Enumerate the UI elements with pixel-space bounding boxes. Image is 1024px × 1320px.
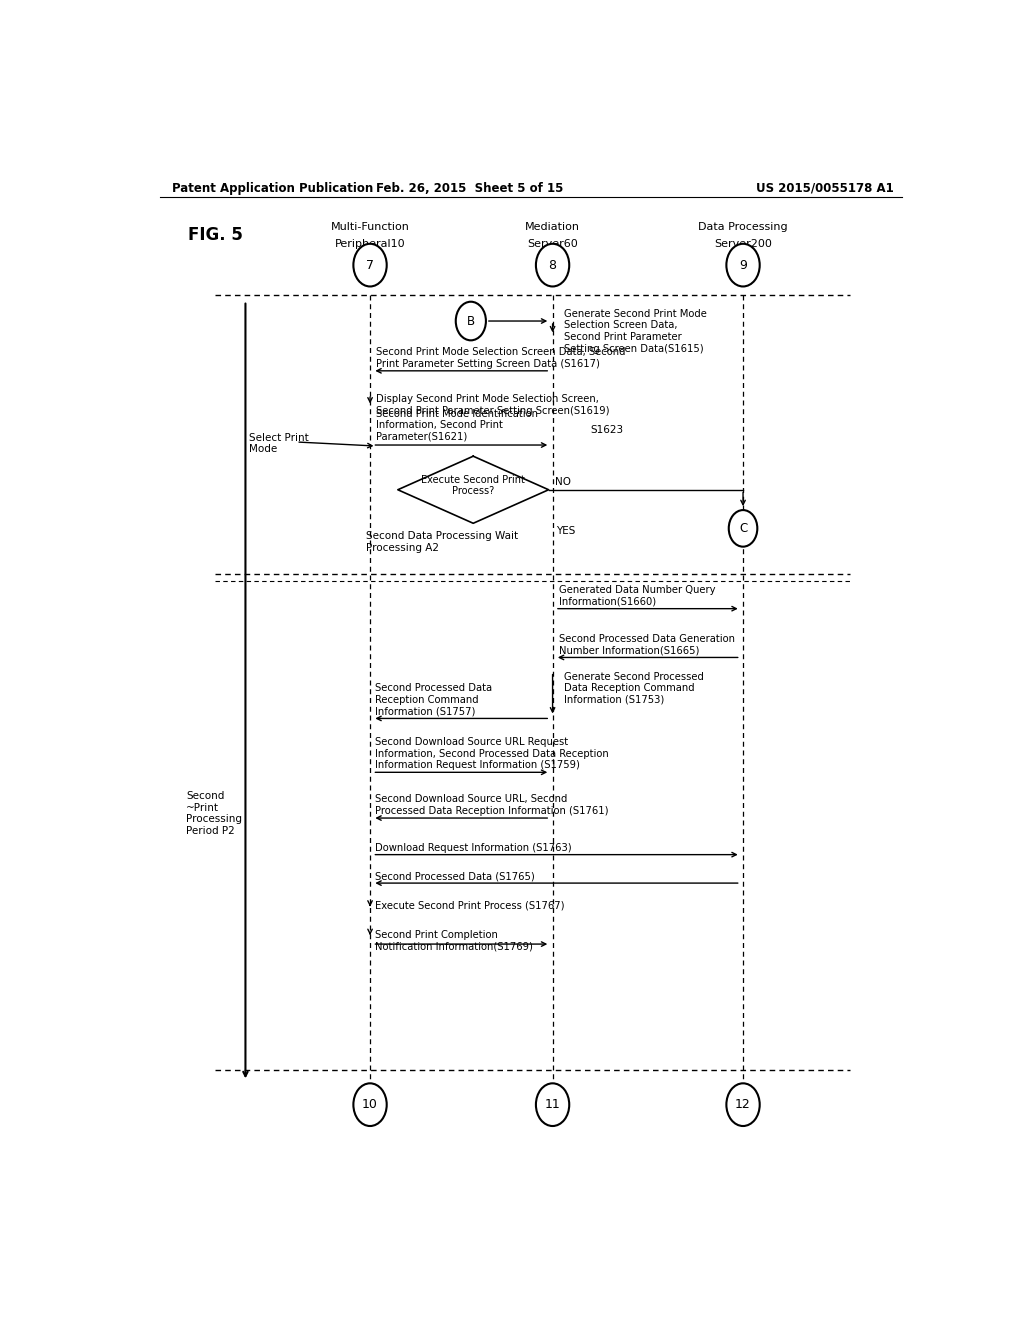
Text: Download Request Information (S1763): Download Request Information (S1763)	[375, 842, 571, 853]
Text: Second Data Processing Wait
Processing A2: Second Data Processing Wait Processing A…	[367, 532, 518, 553]
Text: Second Print Mode Selection Screen Data, Second
Print Parameter Setting Screen D: Second Print Mode Selection Screen Data,…	[377, 347, 626, 368]
Circle shape	[726, 1084, 760, 1126]
Circle shape	[536, 1084, 569, 1126]
Text: Generate Second Print Mode
Selection Screen Data,
Second Print Parameter
Setting: Generate Second Print Mode Selection Scr…	[564, 309, 708, 354]
Text: Mediation: Mediation	[525, 223, 580, 232]
Text: Second Download Source URL, Second
Processed Data Reception Information (S1761): Second Download Source URL, Second Proce…	[375, 795, 608, 816]
Text: Server200: Server200	[714, 239, 772, 248]
Text: Second Processed Data (S1765): Second Processed Data (S1765)	[375, 871, 535, 880]
Text: C: C	[739, 521, 748, 535]
Text: 9: 9	[739, 259, 746, 272]
Text: NO: NO	[555, 477, 571, 487]
Text: Second Processed Data
Reception Command
Information (S1757): Second Processed Data Reception Command …	[375, 684, 492, 717]
Text: Multi-Function: Multi-Function	[331, 223, 410, 232]
Circle shape	[536, 244, 569, 286]
Text: Second Processed Data Generation
Number Information(S1665): Second Processed Data Generation Number …	[559, 634, 735, 656]
Text: FIG. 5: FIG. 5	[187, 227, 243, 244]
Text: 8: 8	[549, 259, 557, 272]
Circle shape	[726, 244, 760, 286]
Text: Patent Application Publication: Patent Application Publication	[172, 182, 373, 195]
Text: Execute Second Print Process (S1767): Execute Second Print Process (S1767)	[375, 900, 564, 911]
Text: Generated Data Number Query
Information(S1660): Generated Data Number Query Information(…	[559, 585, 716, 607]
Text: Data Processing: Data Processing	[698, 223, 787, 232]
Text: Server60: Server60	[527, 239, 578, 248]
Text: 10: 10	[362, 1098, 378, 1111]
Text: Second Print Mode Identification
Information, Second Print
Parameter(S1621): Second Print Mode Identification Informa…	[377, 409, 539, 442]
Circle shape	[353, 1084, 387, 1126]
Text: Second Download Source URL Request
Information, Second Processed Data Reception
: Second Download Source URL Request Infor…	[375, 737, 608, 771]
Text: Execute Second Print
Process?: Execute Second Print Process?	[421, 475, 525, 496]
Text: Feb. 26, 2015  Sheet 5 of 15: Feb. 26, 2015 Sheet 5 of 15	[376, 182, 563, 195]
Text: 7: 7	[366, 259, 374, 272]
Text: S1623: S1623	[591, 425, 624, 434]
Text: 11: 11	[545, 1098, 560, 1111]
Text: Display Second Print Mode Selection Screen,
Second Print Parameter Setting Scree: Display Second Print Mode Selection Scre…	[377, 395, 610, 416]
Text: Second Print Completion
Notification Information(S1769): Second Print Completion Notification Inf…	[375, 929, 532, 952]
Circle shape	[456, 302, 486, 341]
Text: 12: 12	[735, 1098, 751, 1111]
Text: Second
~Print
Processing
Period P2: Second ~Print Processing Period P2	[186, 791, 242, 836]
Text: Peripheral10: Peripheral10	[335, 239, 406, 248]
Text: B: B	[467, 314, 475, 327]
Text: YES: YES	[557, 527, 575, 536]
Text: Generate Second Processed
Data Reception Command
Information (S1753): Generate Second Processed Data Reception…	[564, 672, 705, 705]
Text: US 2015/0055178 A1: US 2015/0055178 A1	[756, 182, 894, 195]
Text: Select Print
Mode: Select Print Mode	[249, 433, 308, 454]
Circle shape	[729, 510, 758, 546]
Circle shape	[353, 244, 387, 286]
